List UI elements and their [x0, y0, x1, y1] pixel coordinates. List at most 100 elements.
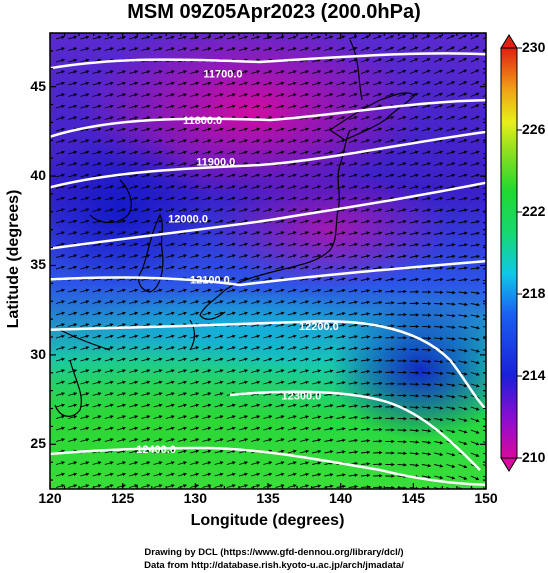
wind-arrowhead: [415, 370, 419, 375]
wind-arrowhead: [146, 300, 151, 304]
wind-arrowhead: [317, 162, 321, 166]
wind-arrowhead: [134, 150, 138, 155]
wind-arrowhead: [329, 300, 334, 304]
wind-arrowhead: [244, 185, 248, 189]
wind-arrowhead: [97, 415, 102, 419]
wind-arrowhead: [207, 254, 212, 258]
wind-arrowhead: [268, 357, 273, 362]
wind-arrowhead: [452, 337, 456, 341]
wind-arrowhead: [391, 485, 395, 489]
wind-arrowhead: [207, 300, 212, 304]
wind-arrow: [482, 464, 486, 467]
wind-arrowhead: [232, 426, 236, 431]
wind-arrowhead: [317, 380, 321, 385]
wind-arrowhead: [427, 162, 431, 166]
x-tick-label: 150: [474, 490, 498, 506]
wind-arrowhead: [171, 265, 175, 270]
wind-arrowhead: [317, 93, 321, 97]
wind-arrowhead: [451, 46, 455, 50]
wind-arrowhead: [403, 301, 407, 305]
wind-arrowhead: [305, 461, 309, 465]
wind-arrowhead: [219, 219, 224, 224]
wind-arrowhead: [232, 35, 236, 40]
wind-arrowhead: [268, 242, 273, 247]
wind-arrowhead: [280, 104, 285, 109]
wind-arrowhead: [305, 288, 309, 293]
wind-arrowhead: [97, 392, 102, 396]
wind-arrowhead: [85, 116, 90, 120]
wind-arrowhead: [280, 334, 285, 339]
wind-arrowhead: [317, 415, 321, 419]
wind-arrowhead: [475, 150, 480, 154]
wind-arrowhead: [403, 277, 407, 282]
wind-arrowhead: [195, 254, 199, 258]
wind-arrowhead: [427, 104, 431, 108]
wind-arrowhead: [488, 419, 491, 422]
wind-arrowhead: [305, 70, 309, 74]
wind-arrowhead: [207, 438, 212, 442]
wind-arrowhead: [439, 69, 443, 73]
wind-arrowhead: [451, 57, 455, 62]
wind-arrowhead: [85, 403, 90, 408]
wind-arrow: [482, 60, 486, 63]
wind-arrowhead: [110, 254, 114, 258]
wind-arrowhead: [280, 242, 285, 247]
wind-arrowhead: [110, 150, 114, 155]
wind-arrowhead: [61, 323, 65, 327]
wind-arrowhead: [353, 46, 358, 51]
wind-arrowhead: [427, 475, 431, 479]
wind-arrowhead: [268, 461, 273, 465]
wind-arrowhead: [439, 394, 444, 399]
wind-arrowhead: [219, 415, 224, 419]
wind-arrowhead: [475, 81, 480, 85]
wind-arrowhead: [452, 266, 456, 270]
wind-arrowhead: [293, 300, 297, 304]
wind-arrowhead: [427, 127, 431, 131]
wind-arrowhead: [146, 35, 151, 40]
wind-arrowhead: [342, 427, 346, 431]
wind-arrowhead: [256, 369, 260, 373]
wind-arrowhead: [353, 81, 358, 85]
wind-arrowhead: [158, 438, 163, 442]
wind-arrowhead: [134, 392, 138, 396]
wind-arrowhead: [305, 438, 309, 442]
wind-arrowhead: [219, 357, 224, 362]
wind-arrowhead: [403, 428, 407, 433]
wind-arrowhead: [146, 392, 151, 396]
wind-arrowhead: [427, 405, 431, 410]
wind-arrowhead: [85, 70, 90, 74]
wind-arrowhead: [427, 301, 431, 306]
wind-arrowhead: [451, 254, 456, 259]
wind-arrowhead: [268, 254, 273, 258]
wind-arrowhead: [195, 47, 199, 51]
wind-arrowhead: [391, 347, 395, 351]
wind-arrowhead: [73, 150, 77, 155]
wind-arrowhead: [61, 426, 65, 431]
wind-arrowhead: [451, 162, 456, 166]
wind-arrowhead: [219, 265, 224, 270]
wind-arrowhead: [451, 383, 456, 387]
wind-arrowhead: [403, 451, 407, 456]
wind-arrowhead: [329, 254, 334, 258]
cold-core-region: [210, 170, 450, 290]
wind-arrowhead: [219, 380, 224, 385]
wind-arrowhead: [463, 46, 467, 50]
wind-arrowhead: [305, 35, 309, 40]
wind-arrowhead: [414, 69, 419, 74]
wind-arrowhead: [379, 439, 383, 443]
wind-arrowhead: [378, 58, 382, 62]
wind-arrow: [482, 256, 486, 258]
wind-arrowhead: [195, 300, 199, 304]
wind-arrowhead: [354, 381, 358, 385]
wind-arrowhead: [329, 231, 334, 235]
wind-arrowhead: [329, 150, 334, 155]
wind-arrowhead: [171, 426, 175, 431]
wind-arrow: [470, 487, 476, 489]
wind-arrowhead: [451, 231, 456, 236]
wind-arrowhead: [195, 231, 199, 235]
wind-arrowhead: [195, 357, 199, 362]
wind-arrowhead: [183, 81, 187, 86]
wind-arrowhead: [97, 162, 102, 166]
wind-arrowhead: [366, 312, 370, 316]
wind-arrowhead: [293, 242, 297, 247]
